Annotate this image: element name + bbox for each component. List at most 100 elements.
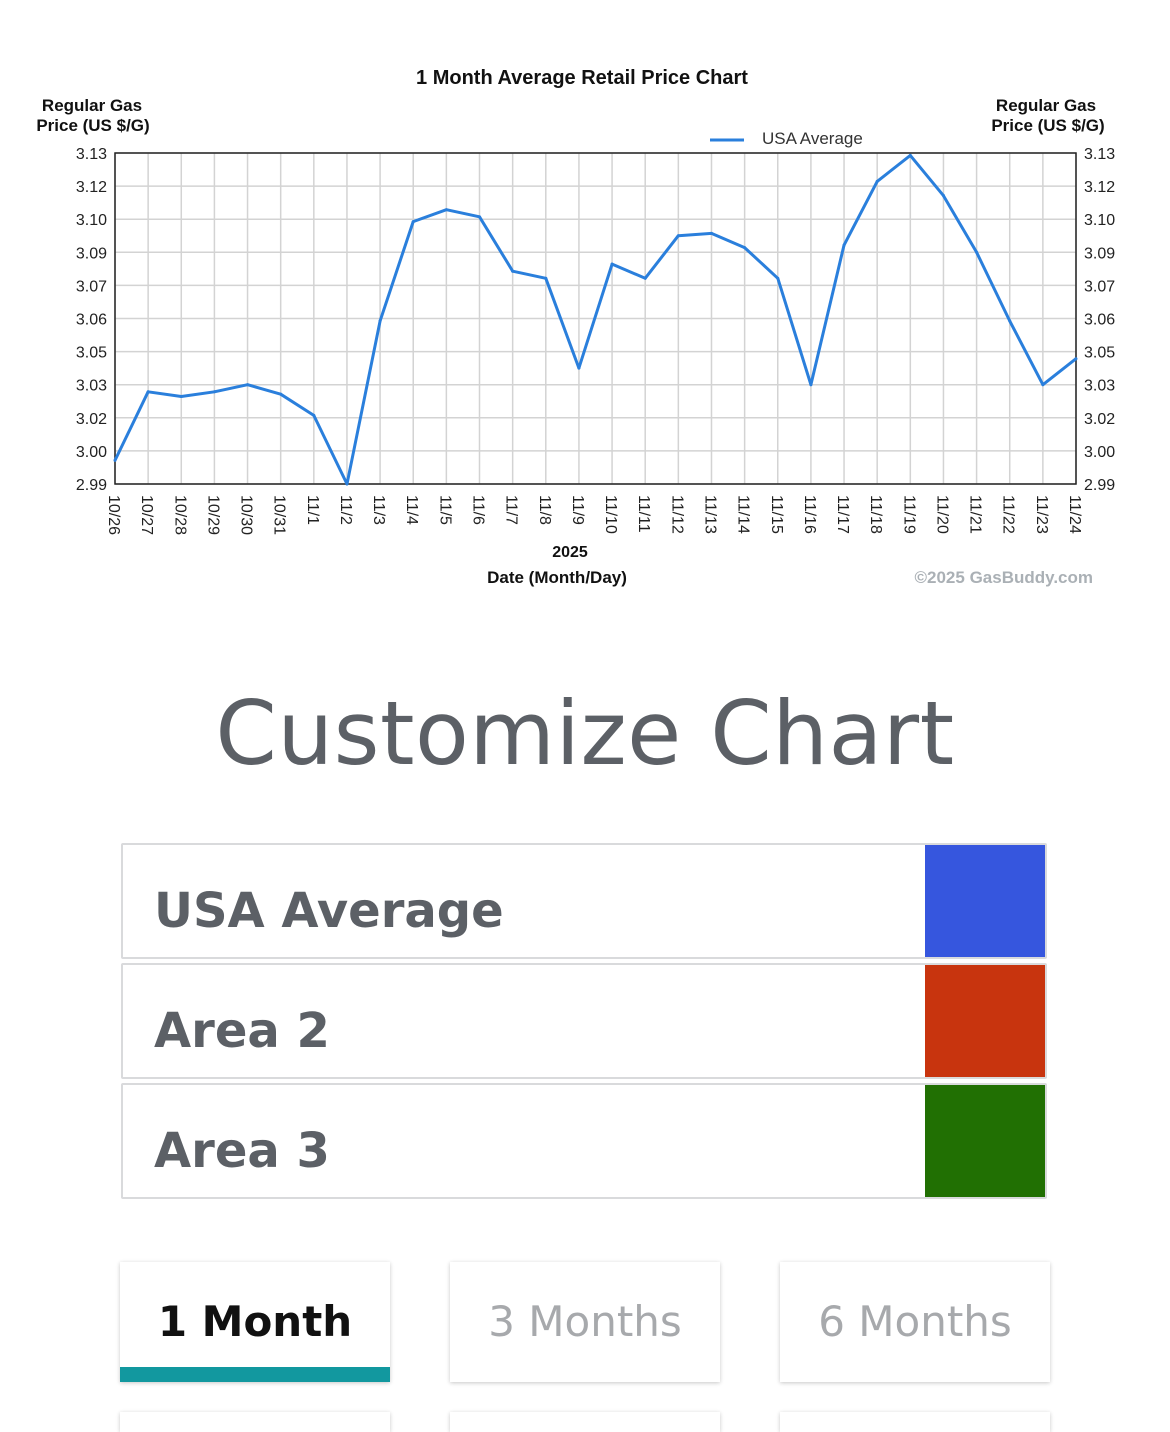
x-axis-label: Date (Month/Day): [487, 568, 627, 587]
y-axis-label-right-line1: Regular Gas: [996, 96, 1096, 115]
y-axis-label-right-line2: Price (US $/G): [991, 116, 1104, 135]
data-point: [146, 390, 150, 394]
active-period-indicator: [120, 1367, 390, 1382]
period-label: 6 Months: [818, 1297, 1012, 1346]
data-point: [444, 208, 448, 212]
area-row-area-3[interactable]: Area 3: [121, 1083, 1047, 1199]
data-point: [212, 390, 216, 394]
data-point: [643, 276, 647, 280]
area-row-usa-average[interactable]: USA Average: [121, 843, 1047, 959]
data-point: [577, 366, 581, 370]
area-color-swatch[interactable]: [925, 845, 1045, 957]
x-tick-label: 11/18: [867, 495, 884, 534]
y-tick-label-left: 3.02: [76, 411, 107, 428]
x-tick-label: 11/4: [403, 495, 420, 525]
period-button-partial[interactable]: [450, 1412, 720, 1432]
y-axis-label-left-line1: Regular Gas: [42, 96, 142, 115]
period-label: 3 Months: [488, 1297, 682, 1346]
y-tick-label-right: 2.99: [1084, 477, 1115, 494]
data-point: [809, 383, 813, 387]
x-tick-label: 10/30: [238, 495, 255, 535]
period-6-months-button[interactable]: 6 Months: [780, 1262, 1050, 1382]
x-tick-label: 11/23: [1033, 495, 1050, 534]
x-tick-label: 10/26: [105, 495, 122, 535]
data-point: [743, 246, 747, 250]
y-tick-label-right: 3.07: [1084, 278, 1115, 295]
y-tick-label-left: 3.06: [76, 312, 107, 329]
y-tick-label-right: 3.06: [1084, 312, 1115, 329]
data-point: [941, 194, 945, 198]
x-tick-label: 11/20: [933, 495, 950, 534]
y-tick-label-left: 3.00: [76, 444, 107, 461]
data-point: [478, 215, 482, 219]
y-tick-label-left: 3.13: [76, 146, 107, 163]
data-point: [908, 153, 912, 157]
area-label: Area 3: [154, 1123, 330, 1179]
period-button-partial[interactable]: [780, 1412, 1050, 1432]
x-tick-label: 11/19: [900, 495, 917, 534]
x-tick-label: 11/9: [569, 495, 586, 525]
y-tick-label-right: 3.03: [1084, 378, 1115, 395]
x-tick-label: 11/3: [370, 495, 387, 525]
x-tick-label: 11/13: [701, 495, 718, 534]
x-tick-label: 11/14: [735, 495, 752, 534]
x-tick-label: 11/1: [304, 495, 321, 525]
x-tick-label: 11/17: [834, 495, 851, 534]
price-chart-svg: 2.99 2.99 3.00 3.00 3.02 3.02 3.03 3.03 3.05 3.05…: [36, 67, 1115, 587]
data-point: [1074, 357, 1078, 361]
y-tick-label-left: 2.99: [76, 477, 107, 494]
data-point: [842, 243, 846, 247]
y-tick-label-left: 3.05: [76, 345, 107, 362]
data-point: [411, 220, 415, 224]
area-row-area-2[interactable]: Area 2: [121, 963, 1047, 1079]
y-tick-label-right: 3.12: [1084, 179, 1115, 196]
y-tick-label-right: 3.09: [1084, 245, 1115, 262]
y-axis-label-left-line2: Price (US $/G): [36, 116, 149, 135]
x-tick-label: 10/31: [271, 495, 288, 535]
area-label: Area 2: [154, 1003, 330, 1059]
x-tick-label: 11/16: [801, 495, 818, 534]
y-tick-label-left: 3.12: [76, 179, 107, 196]
y-tick-label-right: 3.00: [1084, 444, 1115, 461]
data-point: [1008, 319, 1012, 323]
y-tick-label-left: 3.03: [76, 378, 107, 395]
x-tick-label: 11/2: [337, 495, 354, 525]
x-tick-label: 11/22: [1000, 495, 1017, 534]
data-point: [345, 482, 349, 486]
price-chart: 2.99 2.99 3.00 3.00 3.02 3.02 3.03 3.03 3.05 3.05…: [0, 0, 1170, 600]
period-button-partial[interactable]: [120, 1412, 390, 1432]
y-tick-label-right: 3.10: [1084, 212, 1115, 229]
data-point: [511, 269, 515, 273]
area-color-swatch[interactable]: [925, 1085, 1045, 1197]
customize-chart-heading: Customize Chart: [215, 682, 955, 785]
y-tick-label-left: 3.10: [76, 212, 107, 229]
period-3-months-button[interactable]: 3 Months: [450, 1262, 720, 1382]
x-tick-label: 11/5: [436, 495, 453, 525]
legend-label: USA Average: [762, 129, 863, 148]
x-tick-label: 10/27: [138, 495, 155, 535]
data-point: [776, 276, 780, 280]
plot-frame: [114, 152, 1077, 485]
data-point: [544, 276, 548, 280]
data-point: [378, 319, 382, 323]
data-point: [246, 383, 250, 387]
period-label: 1 Month: [157, 1297, 353, 1346]
x-tick-label: 11/15: [768, 495, 785, 534]
area-color-swatch[interactable]: [925, 965, 1045, 1077]
period-1-month-button[interactable]: 1 Month: [120, 1262, 390, 1382]
series-line-usa-average: [113, 153, 1077, 486]
data-point: [875, 179, 879, 183]
x-tick-label: 11/21: [967, 495, 984, 534]
data-point: [312, 413, 316, 417]
x-axis-year: 2025: [552, 544, 588, 561]
x-tick-label: 11/11: [635, 495, 652, 533]
x-tick-label: 10/28: [171, 495, 188, 535]
x-tick-label: 11/6: [470, 495, 487, 525]
y-tick-label-right: 3.13: [1084, 146, 1115, 163]
y-tick-label-right: 3.05: [1084, 345, 1115, 362]
x-tick-label: 11/12: [668, 495, 685, 534]
data-point: [279, 392, 283, 396]
data-point: [113, 458, 117, 462]
x-tick-label: 11/7: [503, 495, 520, 525]
copyright-text: ©2025 GasBuddy.com: [915, 568, 1094, 587]
